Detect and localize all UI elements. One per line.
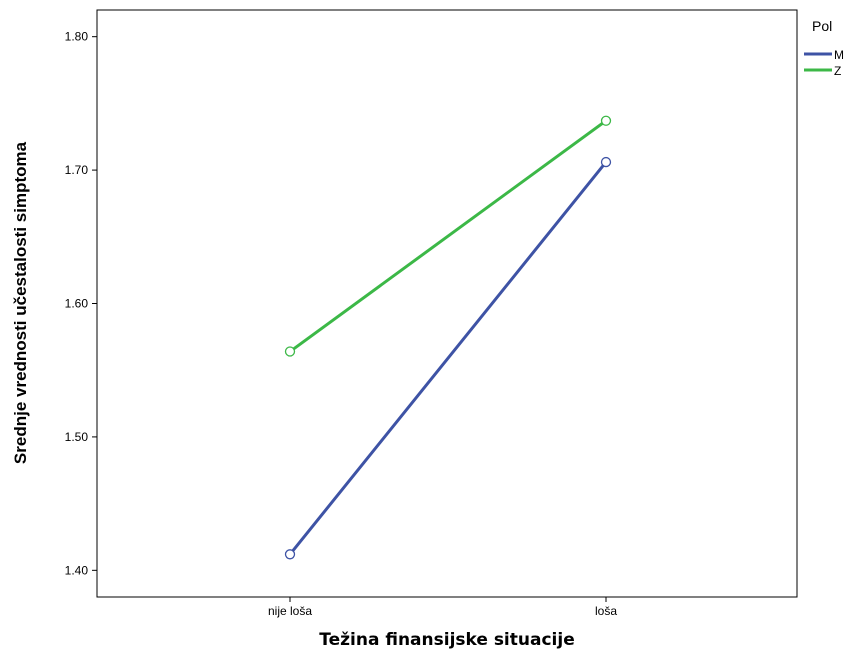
data-point-z bbox=[600, 115, 612, 126]
data-point-m bbox=[284, 549, 296, 560]
series-line-m bbox=[288, 160, 608, 556]
x-axis-label: Težina finansijske situacije bbox=[319, 630, 574, 650]
y-tick-label: 1.70 bbox=[65, 163, 89, 177]
legend-label-z: Z bbox=[834, 64, 841, 78]
y-tick-label: 1.50 bbox=[65, 430, 89, 444]
y-axis: 1.40 1.50 1.60 1.70 1.80 bbox=[65, 30, 97, 577]
plot-frame bbox=[96, 9, 798, 598]
x-tick-label: loša bbox=[595, 604, 617, 618]
y-tick-label: 1.80 bbox=[65, 30, 89, 44]
y-tick-label: 1.40 bbox=[65, 563, 89, 577]
y-axis-label: Srednje vrednosti učestalosti simptoma bbox=[11, 141, 30, 464]
series-line-z bbox=[288, 119, 608, 354]
data-point-m bbox=[600, 156, 612, 168]
legend: Pol MZ bbox=[804, 18, 844, 78]
x-axis: nije loša loša bbox=[268, 597, 617, 618]
x-tick-label: nije loša bbox=[268, 604, 312, 618]
y-tick-label: 1.60 bbox=[65, 297, 89, 311]
data-point-z bbox=[284, 346, 296, 357]
legend-label-m: M bbox=[834, 48, 844, 62]
legend-title: Pol bbox=[812, 18, 832, 34]
series-layer bbox=[284, 115, 612, 560]
